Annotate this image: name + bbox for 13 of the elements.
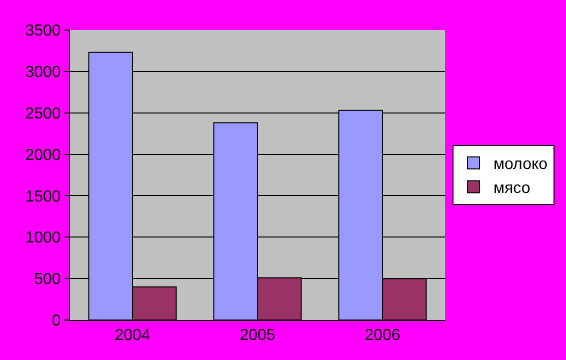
x-tick-label: 2005	[240, 327, 276, 344]
y-tick-label: 500	[34, 271, 61, 288]
legend-label: молоко	[494, 156, 548, 174]
y-tick-label: 3000	[25, 64, 61, 82]
x-tick-label: 2004	[114, 327, 150, 344]
y-tick-label: 1500	[25, 188, 61, 206]
y-tick-label: 2500	[25, 105, 61, 122]
x-tick-label: 2006	[364, 327, 400, 344]
y-tick-label: 0	[52, 312, 61, 330]
y-tick-label: 1000	[25, 230, 61, 247]
y-tick-label: 2000	[25, 146, 61, 164]
legend-label: мясо	[494, 180, 530, 197]
y-tick-label: 3500	[25, 22, 61, 40]
